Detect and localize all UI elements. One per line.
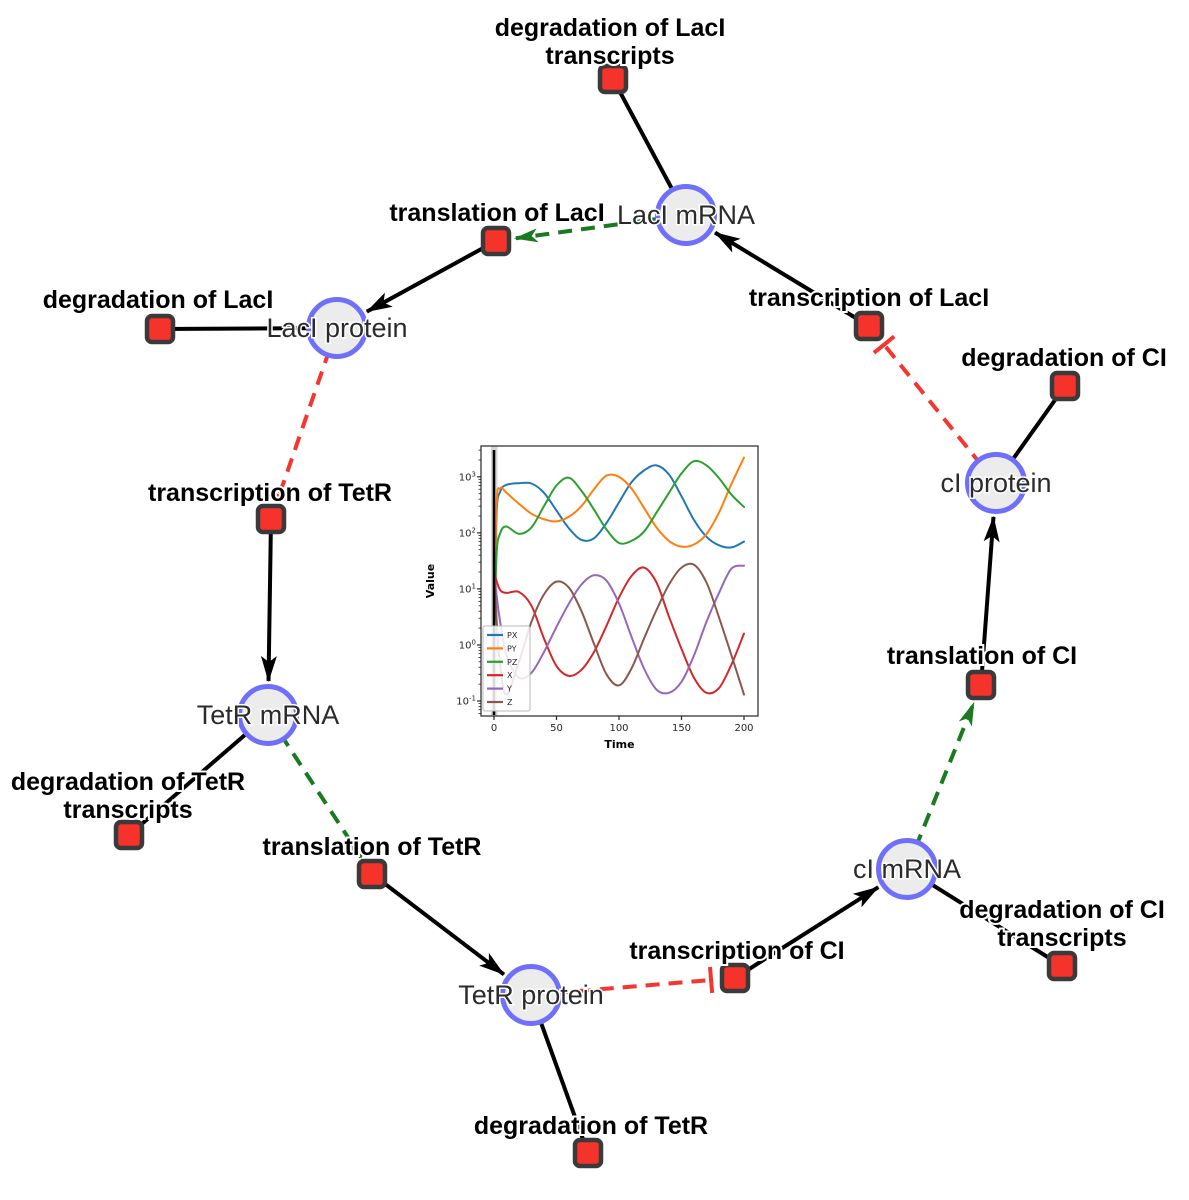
reaction-node-deg-lacI-transcripts [597,63,629,95]
reaction-label-txn-lacI: transcription of LacI [749,284,989,312]
timeseries-inset-plot: 0 50 100 150 200 103 102 101 100 10-1 Time Value PX P… [424,426,772,764]
species-node-cI-mRNA [876,838,938,900]
species-label-cI-mRNA: cI mRNA [853,854,961,884]
y-tick-label: 102 [459,526,476,539]
y-tick-label: 10-1 [456,695,476,708]
reaction-label-deg-cI-transcripts: degradation of CI transcripts [959,896,1165,952]
edge-transl-tetR-to-tetR-protein [370,872,506,977]
chart-background [424,426,772,764]
legend-label-PZ: PZ [507,658,518,667]
series-PY [493,456,745,646]
reaction-node-transl-lacI [480,225,512,257]
species-node-lacI-mRNA [655,184,717,246]
species-label-cI-protein: cI protein [940,468,1051,498]
reaction-label-deg-lacI: degradation of LacI [43,286,274,314]
reaction-node-transl-tetR [356,858,388,890]
species-label-lacI-protein: LacI protein [266,313,407,343]
legend-label-PY: PY [507,644,517,653]
series-PX [493,464,745,646]
reaction-node-txn-cI [719,962,751,994]
legend-label-Z: Z [507,698,513,707]
edge-tetR-protein-to-txn-cI-tbar [708,966,715,994]
nodes-layer [113,63,1081,1169]
reaction-node-deg-tetR [572,1137,604,1169]
x-tick-label: 200 [734,723,753,734]
species-node-tetR-protein [500,964,562,1026]
edge-cI-protein-to-txn-lacI-tbar [872,334,896,355]
y-tick-label: 103 [459,470,476,483]
edge-txn-tetR-to-tetR-mRNA [260,518,277,683]
reaction-label-deg-tetR: degradation of TetR [474,1112,708,1140]
x-tick-label: 150 [672,723,691,734]
reaction-node-deg-lacI [144,313,176,345]
series-PZ [493,459,745,646]
x-axis-label: Time [604,738,634,751]
x-tick-label: 0 [491,723,497,734]
y-tick-label: 100 [459,638,476,651]
edge-txn-lacI-to-lacI-mRNA [714,230,871,328]
reaction-label-deg-cI: degradation of CI [961,344,1167,372]
chart-canvas: 0 50 100 150 200 103 102 101 100 10-1 Time Value PX P… [424,426,772,764]
reaction-label-txn-cI: transcription of CI [629,937,844,965]
labels-layer: degradation of LacI transcripts translatio… [9,12,1169,1142]
reaction-label-transl-cI: translation of CI [887,642,1077,670]
species-label-tetR-mRNA: TetR mRNA [197,700,340,730]
y-tick-label: 101 [459,582,476,595]
edge-transl-lacI-to-lacI-protein [365,239,497,314]
edge-txn-cI-to-cI-mRNA [733,885,880,980]
edge-transl-cI-to-cI-protein [979,515,1000,686]
reaction-node-deg-cI-transcripts [1046,950,1078,982]
x-tick-label: 50 [550,723,563,734]
species-node-cI-protein [965,452,1027,514]
y-axis-label: Value [424,564,437,598]
reaction-label-transl-lacI: translation of LacI [389,199,604,227]
reaction-node-transl-cI [965,669,997,701]
species-label-tetR-protein: TetR protein [458,980,604,1010]
reaction-node-deg-cI [1049,370,1081,402]
species-node-tetR-mRNA [237,684,299,746]
reaction-label-txn-tetR: transcription of TetR [148,479,392,507]
reaction-node-txn-lacI [853,310,885,342]
reaction-label-transl-tetR: translation of TetR [263,833,482,861]
legend-box [482,625,531,712]
edge-lacI-protein-to-txn-tetR-tbar [265,490,292,503]
reaction-node-deg-tetR-transcripts [113,819,145,851]
reaction-label-deg-lacI-transcripts: degradation of LacI transcripts [495,14,726,70]
legend-label-X: X [507,671,513,680]
species-label-lacI-mRNA: LacI mRNA [617,200,755,230]
x-tick-label: 100 [609,723,628,734]
series-X [493,566,745,695]
legend-label-PX: PX [507,631,518,640]
reaction-label-deg-tetR-transcripts: degradation of TetR transcripts [11,768,245,824]
legend-label-Y: Y [506,685,512,694]
species-node-lacI-protein [306,297,368,359]
reaction-node-txn-tetR [255,503,287,535]
